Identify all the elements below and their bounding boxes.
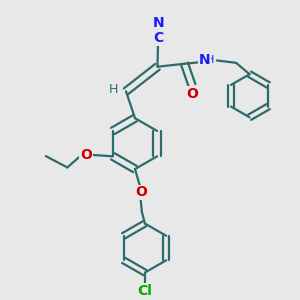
- Text: C: C: [153, 31, 163, 45]
- Text: H: H: [206, 55, 214, 65]
- Text: H: H: [109, 83, 118, 96]
- Text: O: O: [187, 87, 199, 101]
- Text: N: N: [152, 16, 164, 30]
- Text: N: N: [199, 53, 210, 67]
- Text: O: O: [80, 148, 92, 162]
- Text: O: O: [135, 185, 147, 200]
- Text: Cl: Cl: [137, 284, 152, 298]
